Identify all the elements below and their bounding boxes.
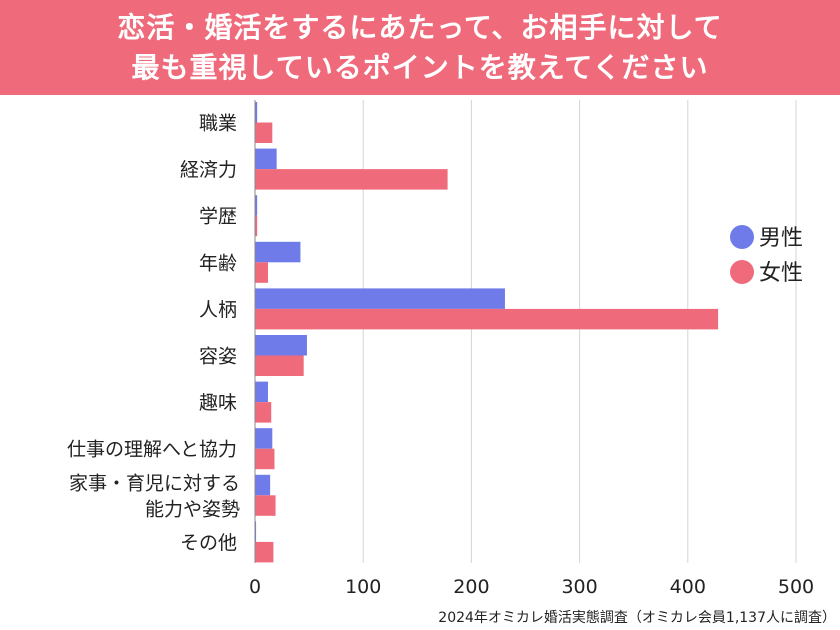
x-tick-labels: 0 100 200 300 400 500 bbox=[249, 576, 814, 598]
bar-male bbox=[255, 148, 277, 170]
category-label: 学歴 bbox=[199, 206, 237, 228]
chart-title-line-2: 最も重視しているポイントを教えてください bbox=[131, 50, 709, 84]
bar-male bbox=[255, 381, 268, 403]
category-label: 趣味 bbox=[199, 392, 237, 414]
bar-male bbox=[255, 474, 271, 496]
category-label: 能力や姿勢 bbox=[145, 498, 240, 520]
chart-title-line-1: 恋活・婚活をするにあたって、お相手に対して bbox=[117, 10, 723, 44]
chart-title: 恋活・婚活をするにあたって、お相手に対して 最も重視しているポイントを教えてくだ… bbox=[0, 0, 840, 95]
bar-female bbox=[255, 355, 304, 376]
legend-label: 男性 bbox=[759, 226, 803, 251]
grid-lines bbox=[362, 100, 797, 563]
bar-male bbox=[255, 428, 273, 449]
bar-female bbox=[255, 262, 268, 283]
category-label: 経済力 bbox=[180, 159, 237, 181]
legend-marker bbox=[730, 225, 754, 249]
x-tick-label: 400 bbox=[670, 576, 706, 598]
bar-male bbox=[255, 521, 257, 542]
legend-marker bbox=[730, 260, 754, 284]
bar-female bbox=[255, 541, 274, 563]
x-tick-label: 500 bbox=[778, 576, 814, 598]
x-tick-label: 100 bbox=[345, 576, 381, 598]
source-note: 2024年オミカレ婚活実態調査（オミカレ会員1,137人に調査） bbox=[438, 610, 836, 626]
x-tick-label: 200 bbox=[453, 576, 489, 598]
category-label: 仕事の理解へと協力 bbox=[67, 439, 237, 461]
bar-male bbox=[255, 241, 301, 263]
bar-female bbox=[255, 169, 448, 190]
bar-chart: 職業経済力学歴年齢人柄容姿趣味仕事の理解へと協力家事・育児に対する能力や姿勢その… bbox=[67, 100, 836, 626]
bar-male bbox=[255, 102, 258, 123]
legend-label: 女性 bbox=[759, 261, 803, 286]
bar-female bbox=[255, 402, 272, 423]
category-label: 家事・育児に対する bbox=[69, 472, 240, 494]
category-label: 人柄 bbox=[199, 299, 237, 321]
bar-female bbox=[255, 448, 275, 470]
bar-male bbox=[255, 288, 505, 309]
bar-female bbox=[255, 495, 276, 516]
bar-male bbox=[255, 335, 307, 356]
bar-female bbox=[255, 308, 719, 330]
category-labels: 職業経済力学歴年齢人柄容姿趣味仕事の理解へと協力家事・育児に対する能力や姿勢その… bbox=[67, 113, 240, 554]
x-tick-label: 0 bbox=[249, 576, 261, 598]
x-tick-label: 300 bbox=[561, 576, 597, 598]
bar-male bbox=[255, 195, 258, 216]
bar-female bbox=[255, 215, 258, 237]
category-label: その他 bbox=[180, 532, 237, 554]
category-label: 年齢 bbox=[199, 252, 237, 274]
bar-female bbox=[255, 122, 273, 143]
category-label: 職業 bbox=[199, 113, 237, 135]
category-label: 容姿 bbox=[199, 346, 237, 368]
bars bbox=[255, 102, 719, 563]
